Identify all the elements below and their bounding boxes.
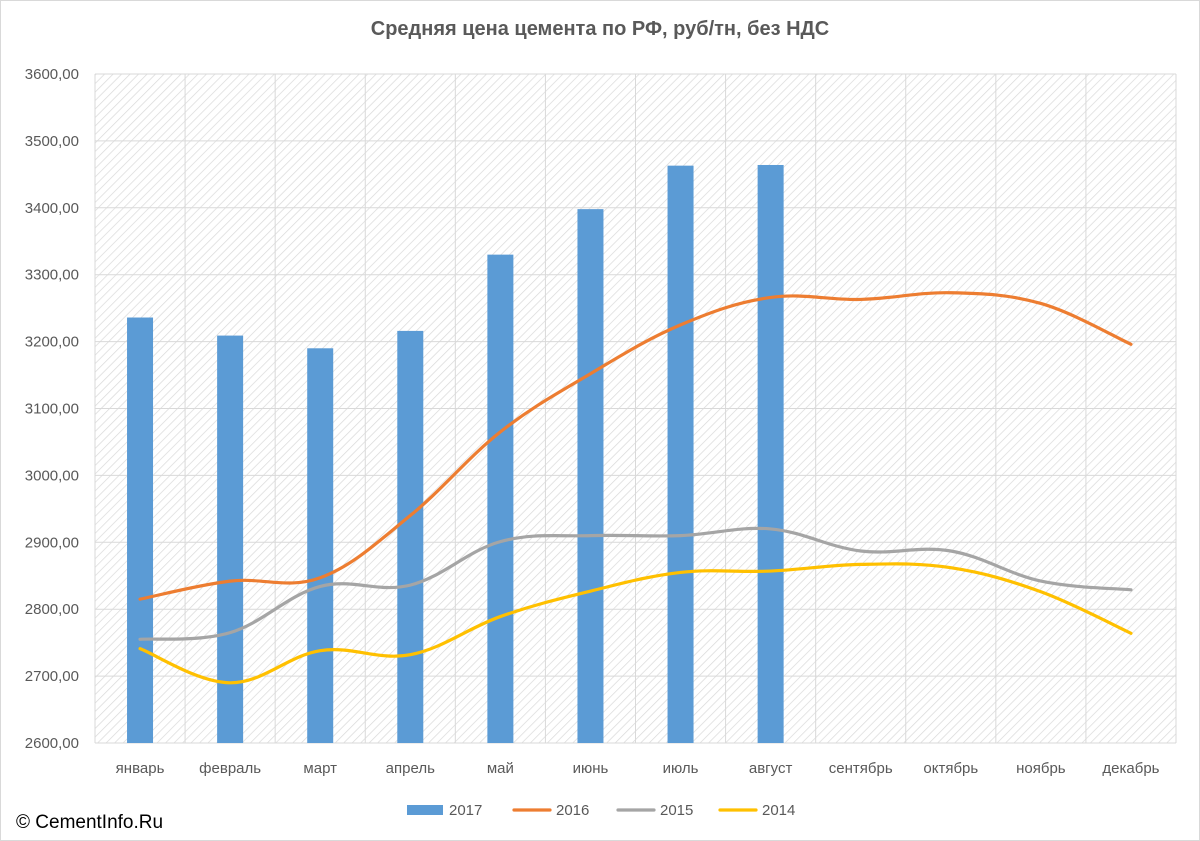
y-tick-label: 2600,00	[25, 735, 79, 752]
y-tick-label: 3400,00	[25, 200, 79, 217]
y-tick-label: 3100,00	[25, 401, 79, 418]
bar-2017	[757, 164, 784, 743]
legend-label-2014: 2014	[762, 802, 795, 819]
legend: 2017 2016 2015 2014	[407, 802, 795, 819]
x-tick-label: ноябрь	[1016, 760, 1066, 777]
y-tick-label: 2800,00	[25, 601, 79, 618]
bar-2017	[577, 209, 604, 743]
x-axis-ticks: январь февраль март апрель май июнь июль август…	[116, 760, 1160, 777]
line-2014	[138, 562, 1133, 685]
x-tick-label: январь	[116, 760, 165, 777]
x-tick-label: декабрь	[1102, 760, 1159, 777]
bar-2017	[397, 330, 424, 743]
x-tick-label: август	[749, 760, 793, 777]
credit-text: © CementInfo.Ru	[16, 812, 164, 833]
legend-swatch-2017	[407, 805, 443, 815]
x-tick-label: июль	[663, 760, 699, 777]
line-2015	[138, 526, 1133, 641]
x-tick-label: май	[487, 760, 514, 777]
legend-label-2017: 2017	[449, 802, 482, 819]
x-tick-label: июнь	[573, 760, 609, 777]
x-tick-label: февраль	[199, 760, 261, 777]
x-tick-label: сентябрь	[829, 760, 893, 777]
bars-layer	[127, 164, 784, 743]
y-axis-ticks: 2600,00 2700,00 2800,00 2900,00 3000,00 3100,…	[25, 66, 79, 752]
y-tick-label: 3300,00	[25, 267, 79, 284]
line-2016	[138, 291, 1133, 601]
bar-2017	[217, 335, 244, 743]
x-tick-label: апрель	[386, 760, 435, 777]
legend-label-2015: 2015	[660, 802, 693, 819]
bar-2017	[307, 348, 334, 743]
gridlines	[94, 73, 1177, 744]
y-tick-label: 3200,00	[25, 334, 79, 351]
y-tick-label: 2900,00	[25, 534, 79, 551]
y-tick-label: 2700,00	[25, 668, 79, 685]
x-tick-label: октябрь	[923, 760, 978, 777]
x-tick-label: март	[303, 760, 337, 777]
chart-title: Средняя цена цемента по РФ, руб/тн, без …	[370, 18, 830, 40]
y-tick-label: 3500,00	[25, 133, 79, 150]
lines-layer	[138, 291, 1133, 685]
y-tick-label: 3600,00	[25, 66, 79, 83]
bar-2017	[127, 317, 154, 743]
bar-2017	[667, 165, 694, 743]
y-tick-label: 3000,00	[25, 467, 79, 484]
legend-label-2016: 2016	[556, 802, 589, 819]
bar-2017	[487, 254, 514, 743]
